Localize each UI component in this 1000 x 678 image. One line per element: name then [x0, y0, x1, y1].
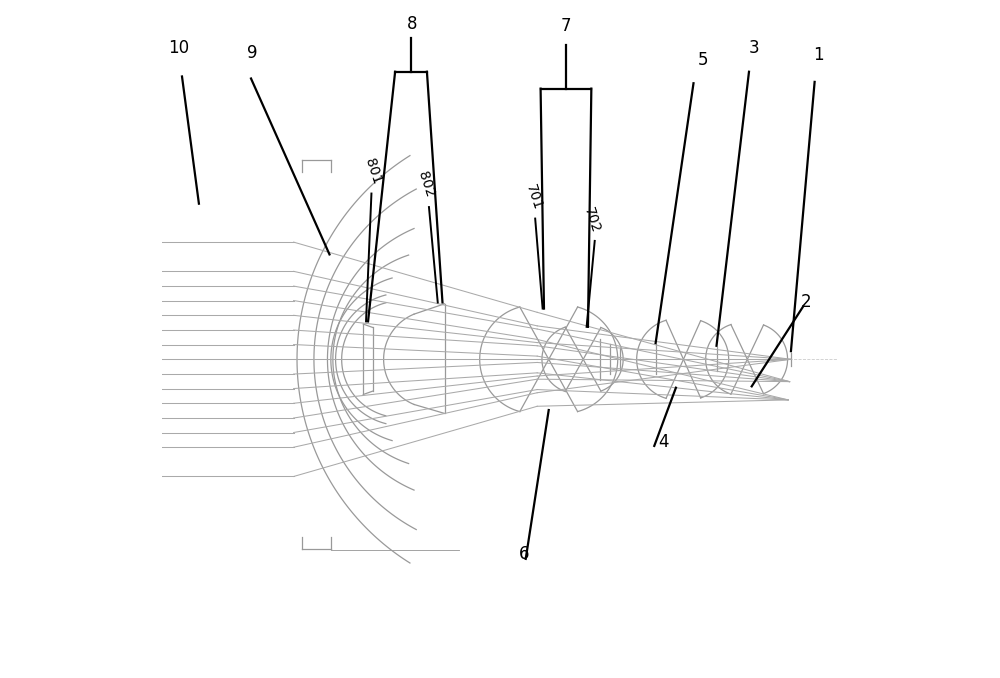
Text: 9: 9: [247, 45, 258, 62]
Text: 2: 2: [801, 293, 811, 311]
Text: 8: 8: [407, 16, 417, 33]
Text: 3: 3: [749, 39, 760, 57]
Text: 701: 701: [523, 182, 545, 212]
Text: 802: 802: [415, 170, 436, 199]
Text: 801: 801: [362, 157, 384, 186]
Text: 10: 10: [168, 39, 189, 57]
Text: 702: 702: [581, 206, 602, 235]
Text: 1: 1: [813, 46, 823, 64]
Text: 6: 6: [518, 545, 529, 563]
Text: 5: 5: [698, 52, 708, 69]
Text: 4: 4: [658, 433, 669, 451]
Text: 7: 7: [561, 18, 572, 35]
